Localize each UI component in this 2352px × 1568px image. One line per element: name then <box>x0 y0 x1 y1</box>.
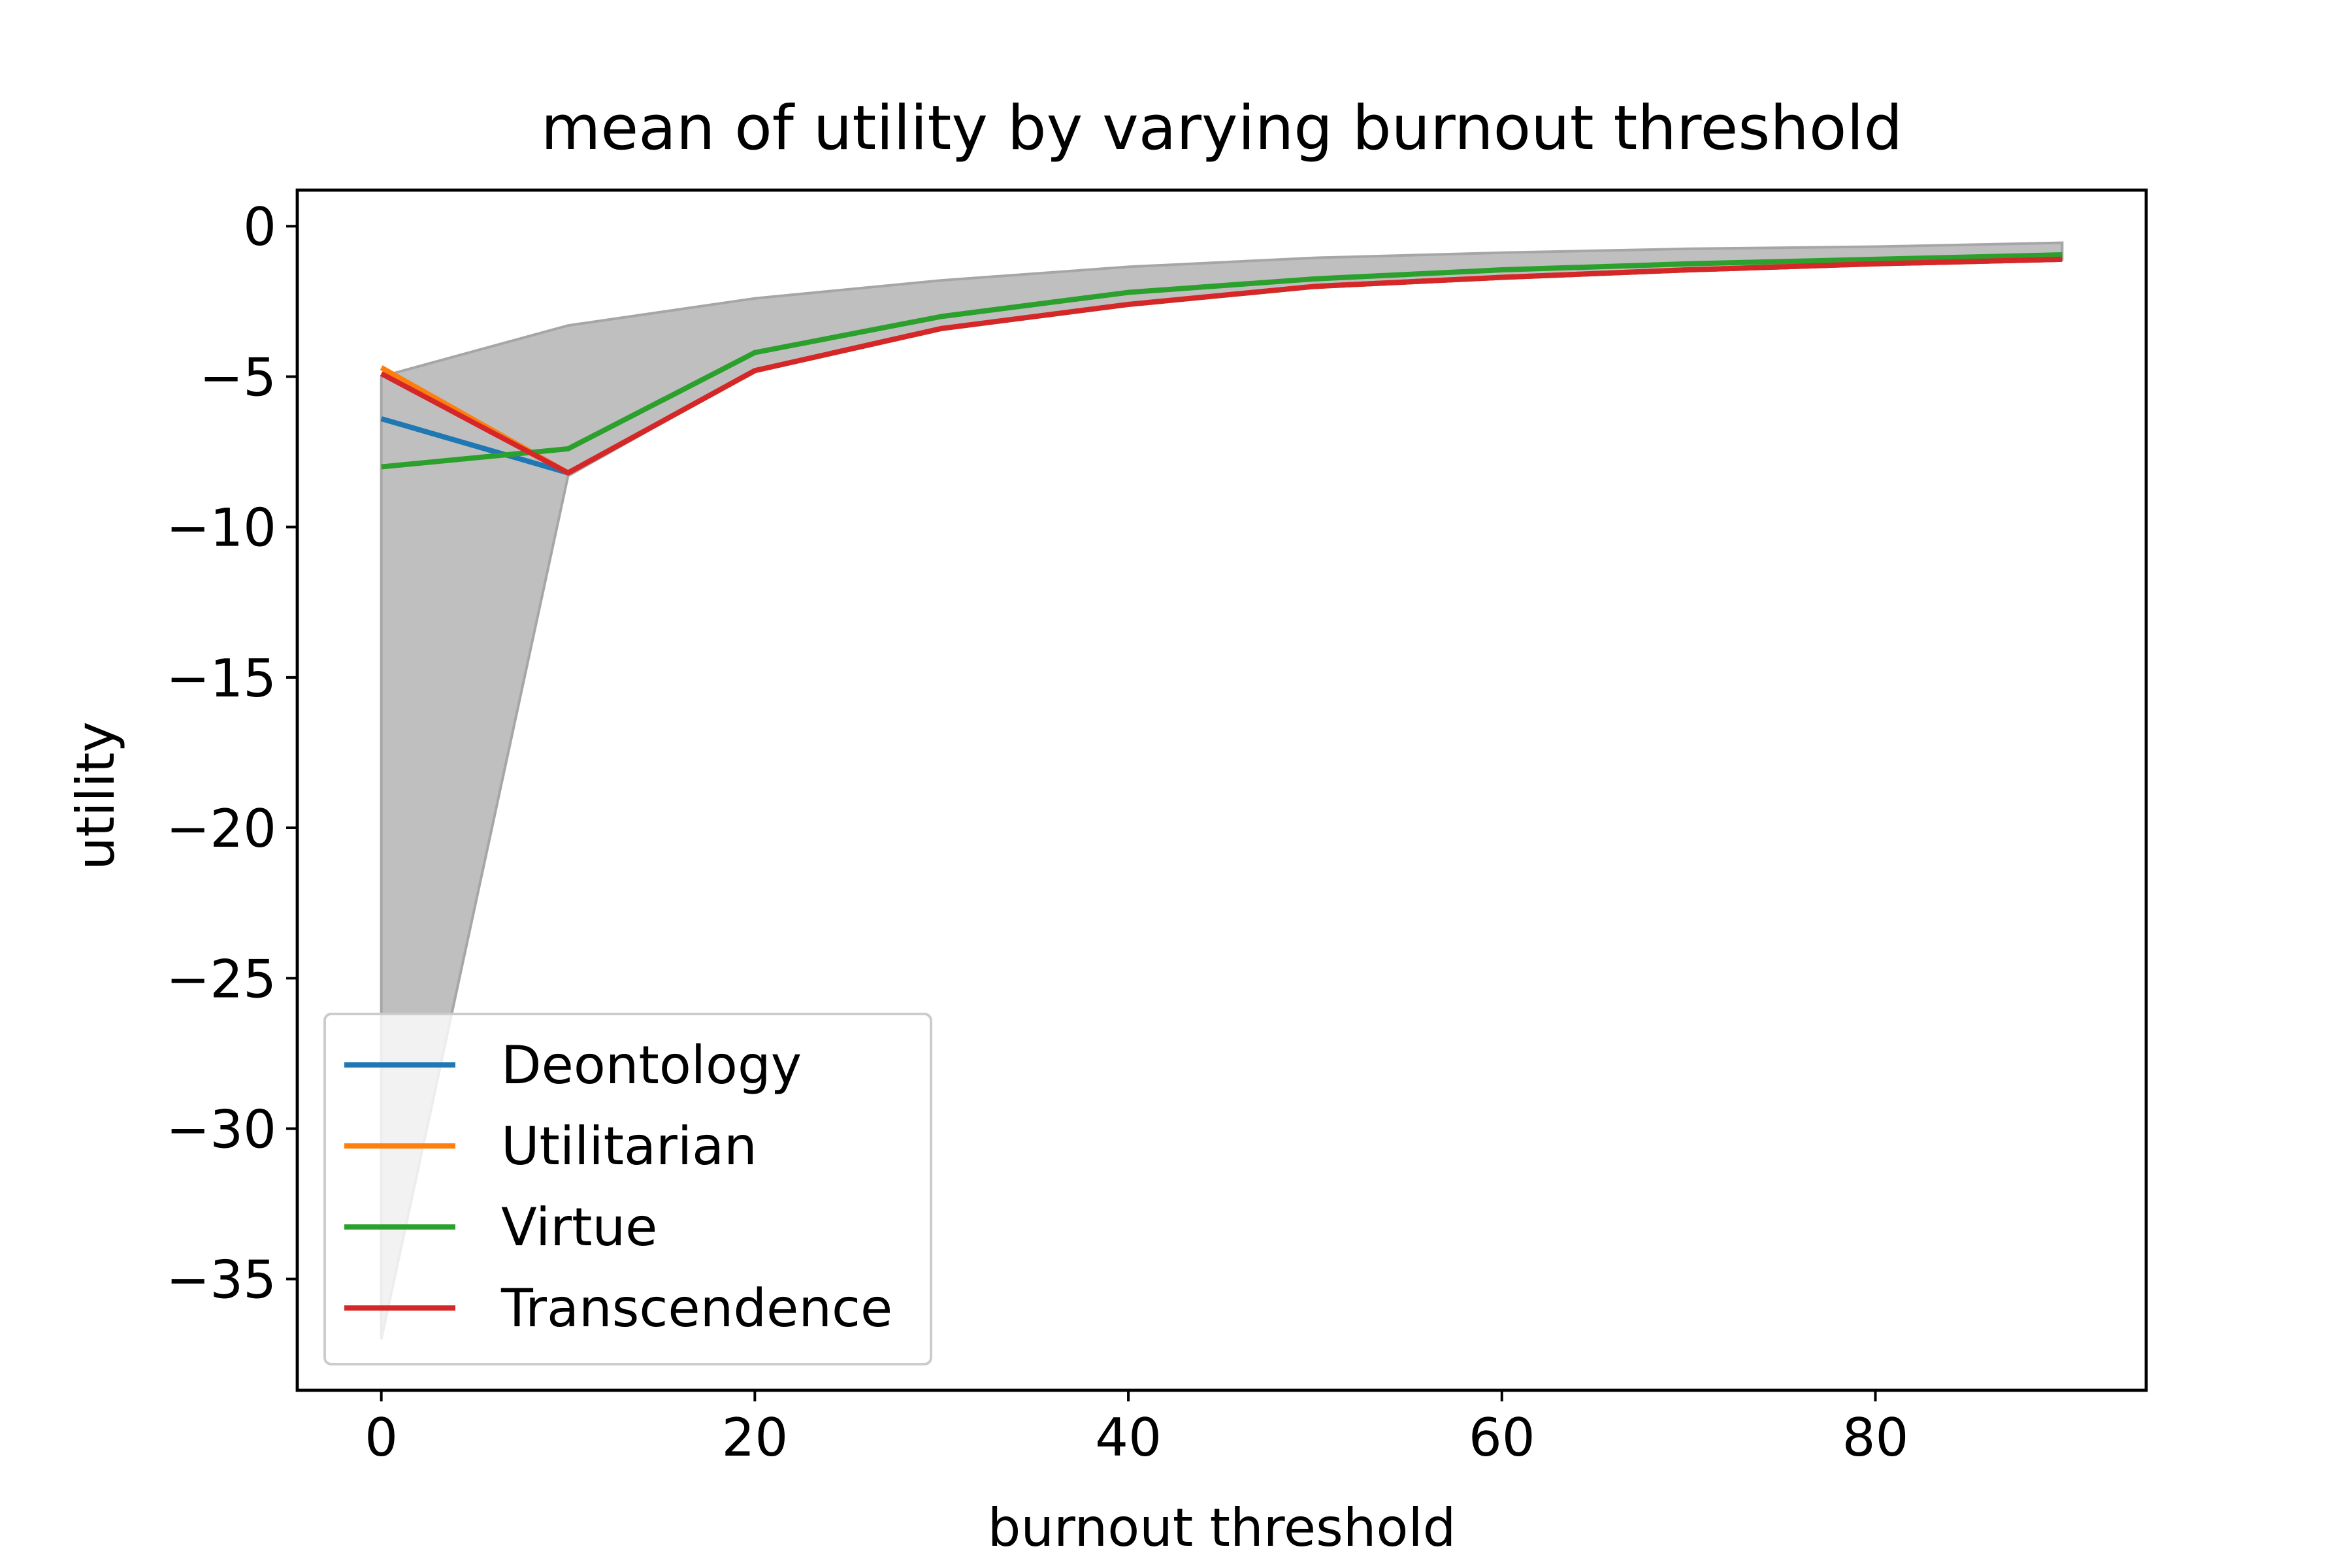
x-tick-label: 80 <box>1842 1407 1909 1468</box>
plot-area <box>380 241 2064 1340</box>
y-axis-ticks: 0 −5 −10 −15 −20 −25 −30 −35 <box>166 197 297 1311</box>
chart-title: mean of utility by varying burnout thres… <box>541 93 1903 164</box>
legend-label-deontology: Deontology <box>501 1035 802 1096</box>
x-tick-label: 0 <box>365 1407 398 1468</box>
y-tick-label: −5 <box>199 347 276 408</box>
y-tick-label: −20 <box>166 798 276 859</box>
y-tick-label: −25 <box>166 949 276 1009</box>
legend-label-transcendence: Transcendence <box>500 1278 892 1339</box>
y-tick-label: −30 <box>166 1099 276 1160</box>
y-tick-label: −35 <box>166 1250 276 1311</box>
x-axis-label: burnout threshold <box>988 1497 1456 1558</box>
y-tick-label: 0 <box>243 197 276 257</box>
legend-label-utilitarian: Utilitarian <box>501 1116 757 1177</box>
x-tick-label: 60 <box>1469 1407 1535 1468</box>
x-tick-label: 20 <box>721 1407 788 1468</box>
y-axis-label: utility <box>65 721 126 870</box>
legend-box <box>323 1013 932 1365</box>
x-tick-label: 40 <box>1095 1407 1162 1468</box>
legend: Deontology Utilitarian Virtue Transcendence <box>323 1013 932 1365</box>
x-axis-ticks: 0 20 40 60 80 <box>365 1390 1908 1468</box>
axes-frame <box>295 188 2148 1392</box>
y-tick-label: −10 <box>166 498 276 559</box>
y-tick-label: −15 <box>166 648 276 709</box>
legend-label-virtue: Virtue <box>501 1197 657 1258</box>
series-line-virtue <box>381 252 2063 470</box>
series-line-transcendence <box>380 256 2063 476</box>
